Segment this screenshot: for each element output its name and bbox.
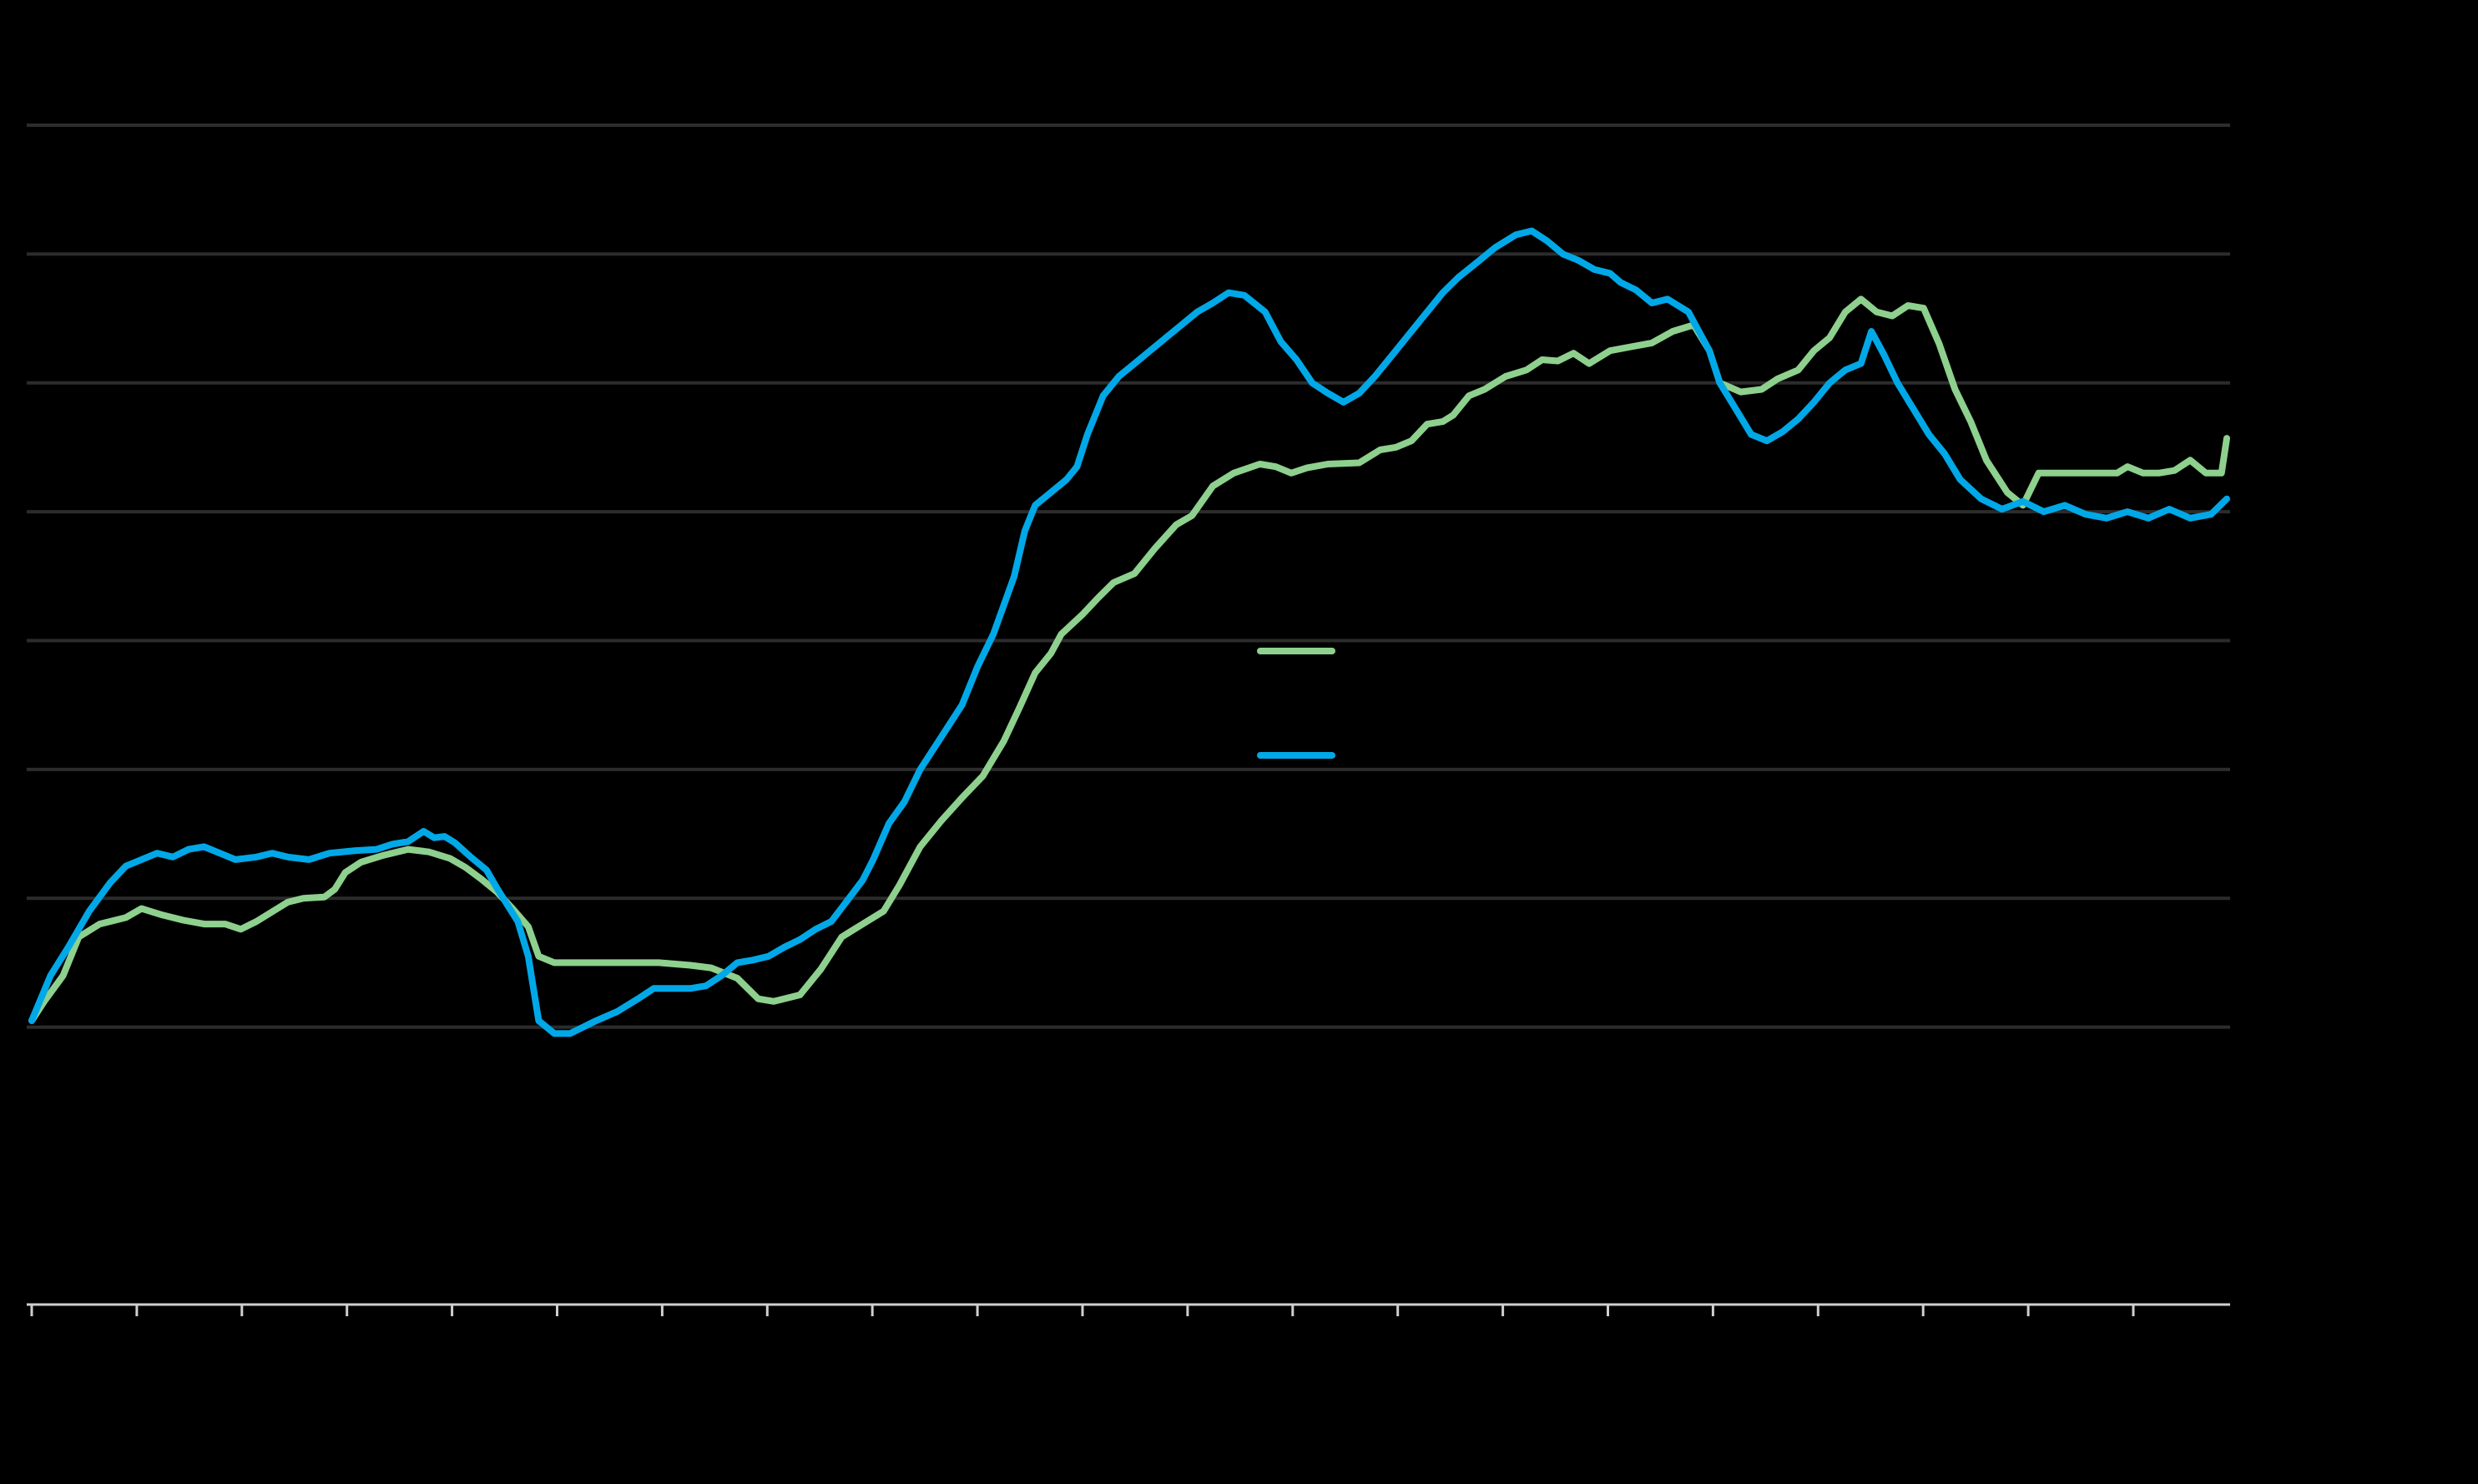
series-line-2 (28, 227, 2230, 1037)
series-line-1 (28, 295, 2230, 1024)
series-lines (28, 227, 2230, 1037)
gridlines (27, 124, 2230, 1029)
legend (1257, 648, 1335, 759)
x-axis (27, 1303, 2230, 1316)
